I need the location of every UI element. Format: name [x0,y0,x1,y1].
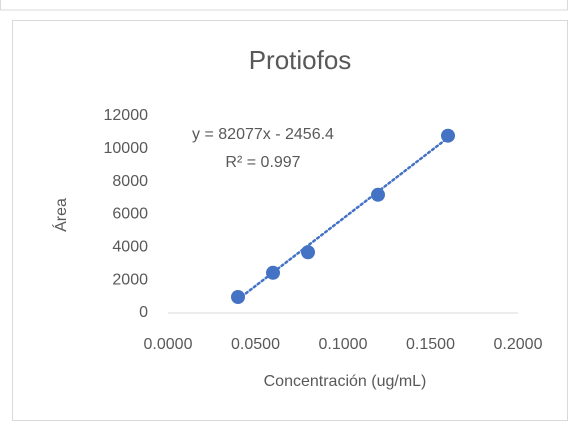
x-tick-label: 0.1000 [319,336,368,353]
chart-title: Protiofos [249,45,352,75]
x-axis-label: Concentración (ug/mL) [264,373,427,390]
y-tick-label: 6000 [112,206,148,223]
y-tick-label: 2000 [112,271,148,288]
x-tick-label: 0.2000 [494,336,543,353]
point [231,289,245,304]
trendline-r2: R² = 0.997 [225,154,300,171]
point [301,245,315,260]
y-tick-label: 0 [139,304,148,321]
x-tick-label: 0.0000 [144,336,193,353]
chart-frame [12,20,568,421]
y-tick-label: 10000 [104,140,149,157]
trendline-equation: y = 82077x - 2456.4 [192,126,334,143]
point [371,187,385,202]
x-tick-label: 0.0500 [231,336,280,353]
y-axis-label: Área [51,198,70,232]
point [441,128,455,143]
y-tick-label: 8000 [112,173,148,190]
y-tick-label: 12000 [104,107,149,124]
point [266,265,280,280]
x-tick-label: 0.1500 [406,336,455,353]
top-frame [0,0,568,11]
y-tick-label: 4000 [112,239,148,256]
